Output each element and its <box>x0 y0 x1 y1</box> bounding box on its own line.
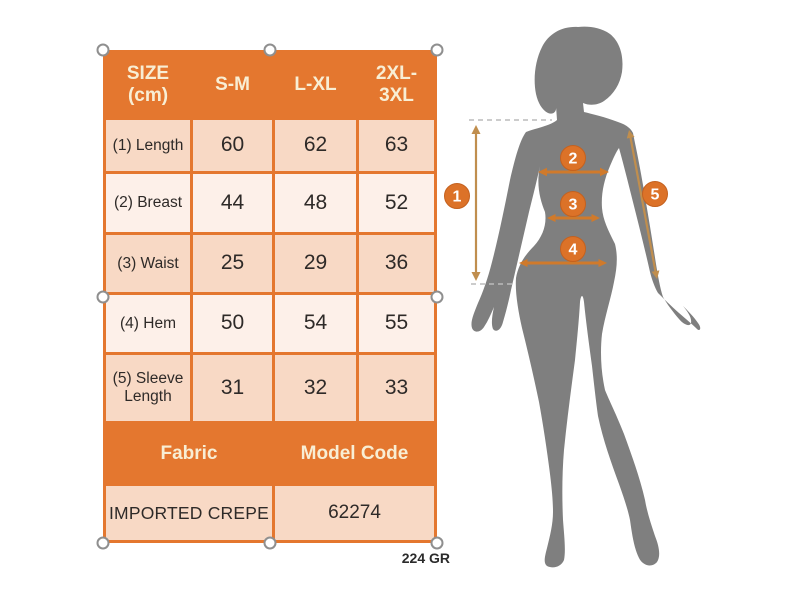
svg-text:5: 5 <box>651 187 660 204</box>
model-code-value: 62274 <box>275 486 434 540</box>
value-breast-s-m: 44 <box>193 174 272 232</box>
hem-arrow <box>519 259 607 267</box>
value-sleeve-l-xl: 32 <box>275 355 356 421</box>
table-handle-bottom-middle <box>263 536 277 550</box>
size-chart-grid: SIZE (cm) S-M L-XL 2XL-3XL (1) Length 60… <box>103 50 437 543</box>
header-col-2xl-3xl: 2XL-3XL <box>359 53 434 117</box>
row-label-waist: (3) Waist <box>106 235 190 292</box>
row-label-hem: (4) Hem <box>106 295 190 352</box>
sleeve-arrow <box>626 130 660 279</box>
table-handle-middle-right <box>430 290 444 303</box>
value-breast-2xl-3xl: 52 <box>359 174 434 232</box>
row-label-length: (1) Length <box>106 120 190 171</box>
header-fabric: Fabric <box>106 424 272 483</box>
value-hem-2xl-3xl: 55 <box>359 295 434 352</box>
fabric-value: IMPORTED CREPE <box>106 486 272 540</box>
value-waist-s-m: 25 <box>193 235 272 292</box>
row-label-breast: (2) Breast <box>106 174 190 232</box>
measure-marker-3: 3 <box>560 191 586 217</box>
svg-text:3: 3 <box>569 197 578 214</box>
table-handle-middle-left <box>96 290 110 303</box>
woman-silhouette <box>471 26 701 568</box>
value-length-2xl-3xl: 63 <box>359 120 434 171</box>
value-length-s-m: 60 <box>193 120 272 171</box>
table-handle-bottom-right <box>430 536 444 550</box>
value-waist-l-xl: 29 <box>275 235 356 292</box>
value-sleeve-2xl-3xl: 33 <box>359 355 434 421</box>
table-handle-top-middle <box>263 43 277 57</box>
measurement-figure: 1 2 3 4 5 <box>444 26 701 568</box>
measure-marker-1: 1 <box>444 183 470 209</box>
measure-marker-4: 4 <box>560 236 586 262</box>
value-length-l-xl: 62 <box>275 120 356 171</box>
size-chart-table: SIZE (cm) S-M L-XL 2XL-3XL (1) Length 60… <box>96 43 444 550</box>
waist-arrow <box>547 214 600 222</box>
weight-note: 224 GR <box>401 550 450 566</box>
row-label-sleeve-length: (5) Sleeve Length <box>106 355 190 421</box>
measure-marker-2: 2 <box>560 145 586 171</box>
length-arrow <box>471 125 481 281</box>
value-waist-2xl-3xl: 36 <box>359 235 434 292</box>
value-hem-l-xl: 54 <box>275 295 356 352</box>
header-model-code: Model Code <box>275 424 434 483</box>
table-handle-bottom-left <box>96 536 110 550</box>
header-size-unit: SIZE (cm) <box>106 53 190 117</box>
value-hem-s-m: 50 <box>193 295 272 352</box>
svg-text:4: 4 <box>569 242 578 259</box>
value-breast-l-xl: 48 <box>275 174 356 232</box>
measure-marker-5: 5 <box>642 181 668 207</box>
value-sleeve-s-m: 31 <box>193 355 272 421</box>
header-col-s-m: S-M <box>193 53 272 117</box>
breast-arrow <box>538 167 609 177</box>
table-handle-top-left <box>96 43 110 57</box>
svg-text:2: 2 <box>569 151 578 168</box>
table-handle-top-right <box>430 43 444 57</box>
header-col-l-xl: L-XL <box>275 53 356 117</box>
svg-text:1: 1 <box>453 189 462 206</box>
